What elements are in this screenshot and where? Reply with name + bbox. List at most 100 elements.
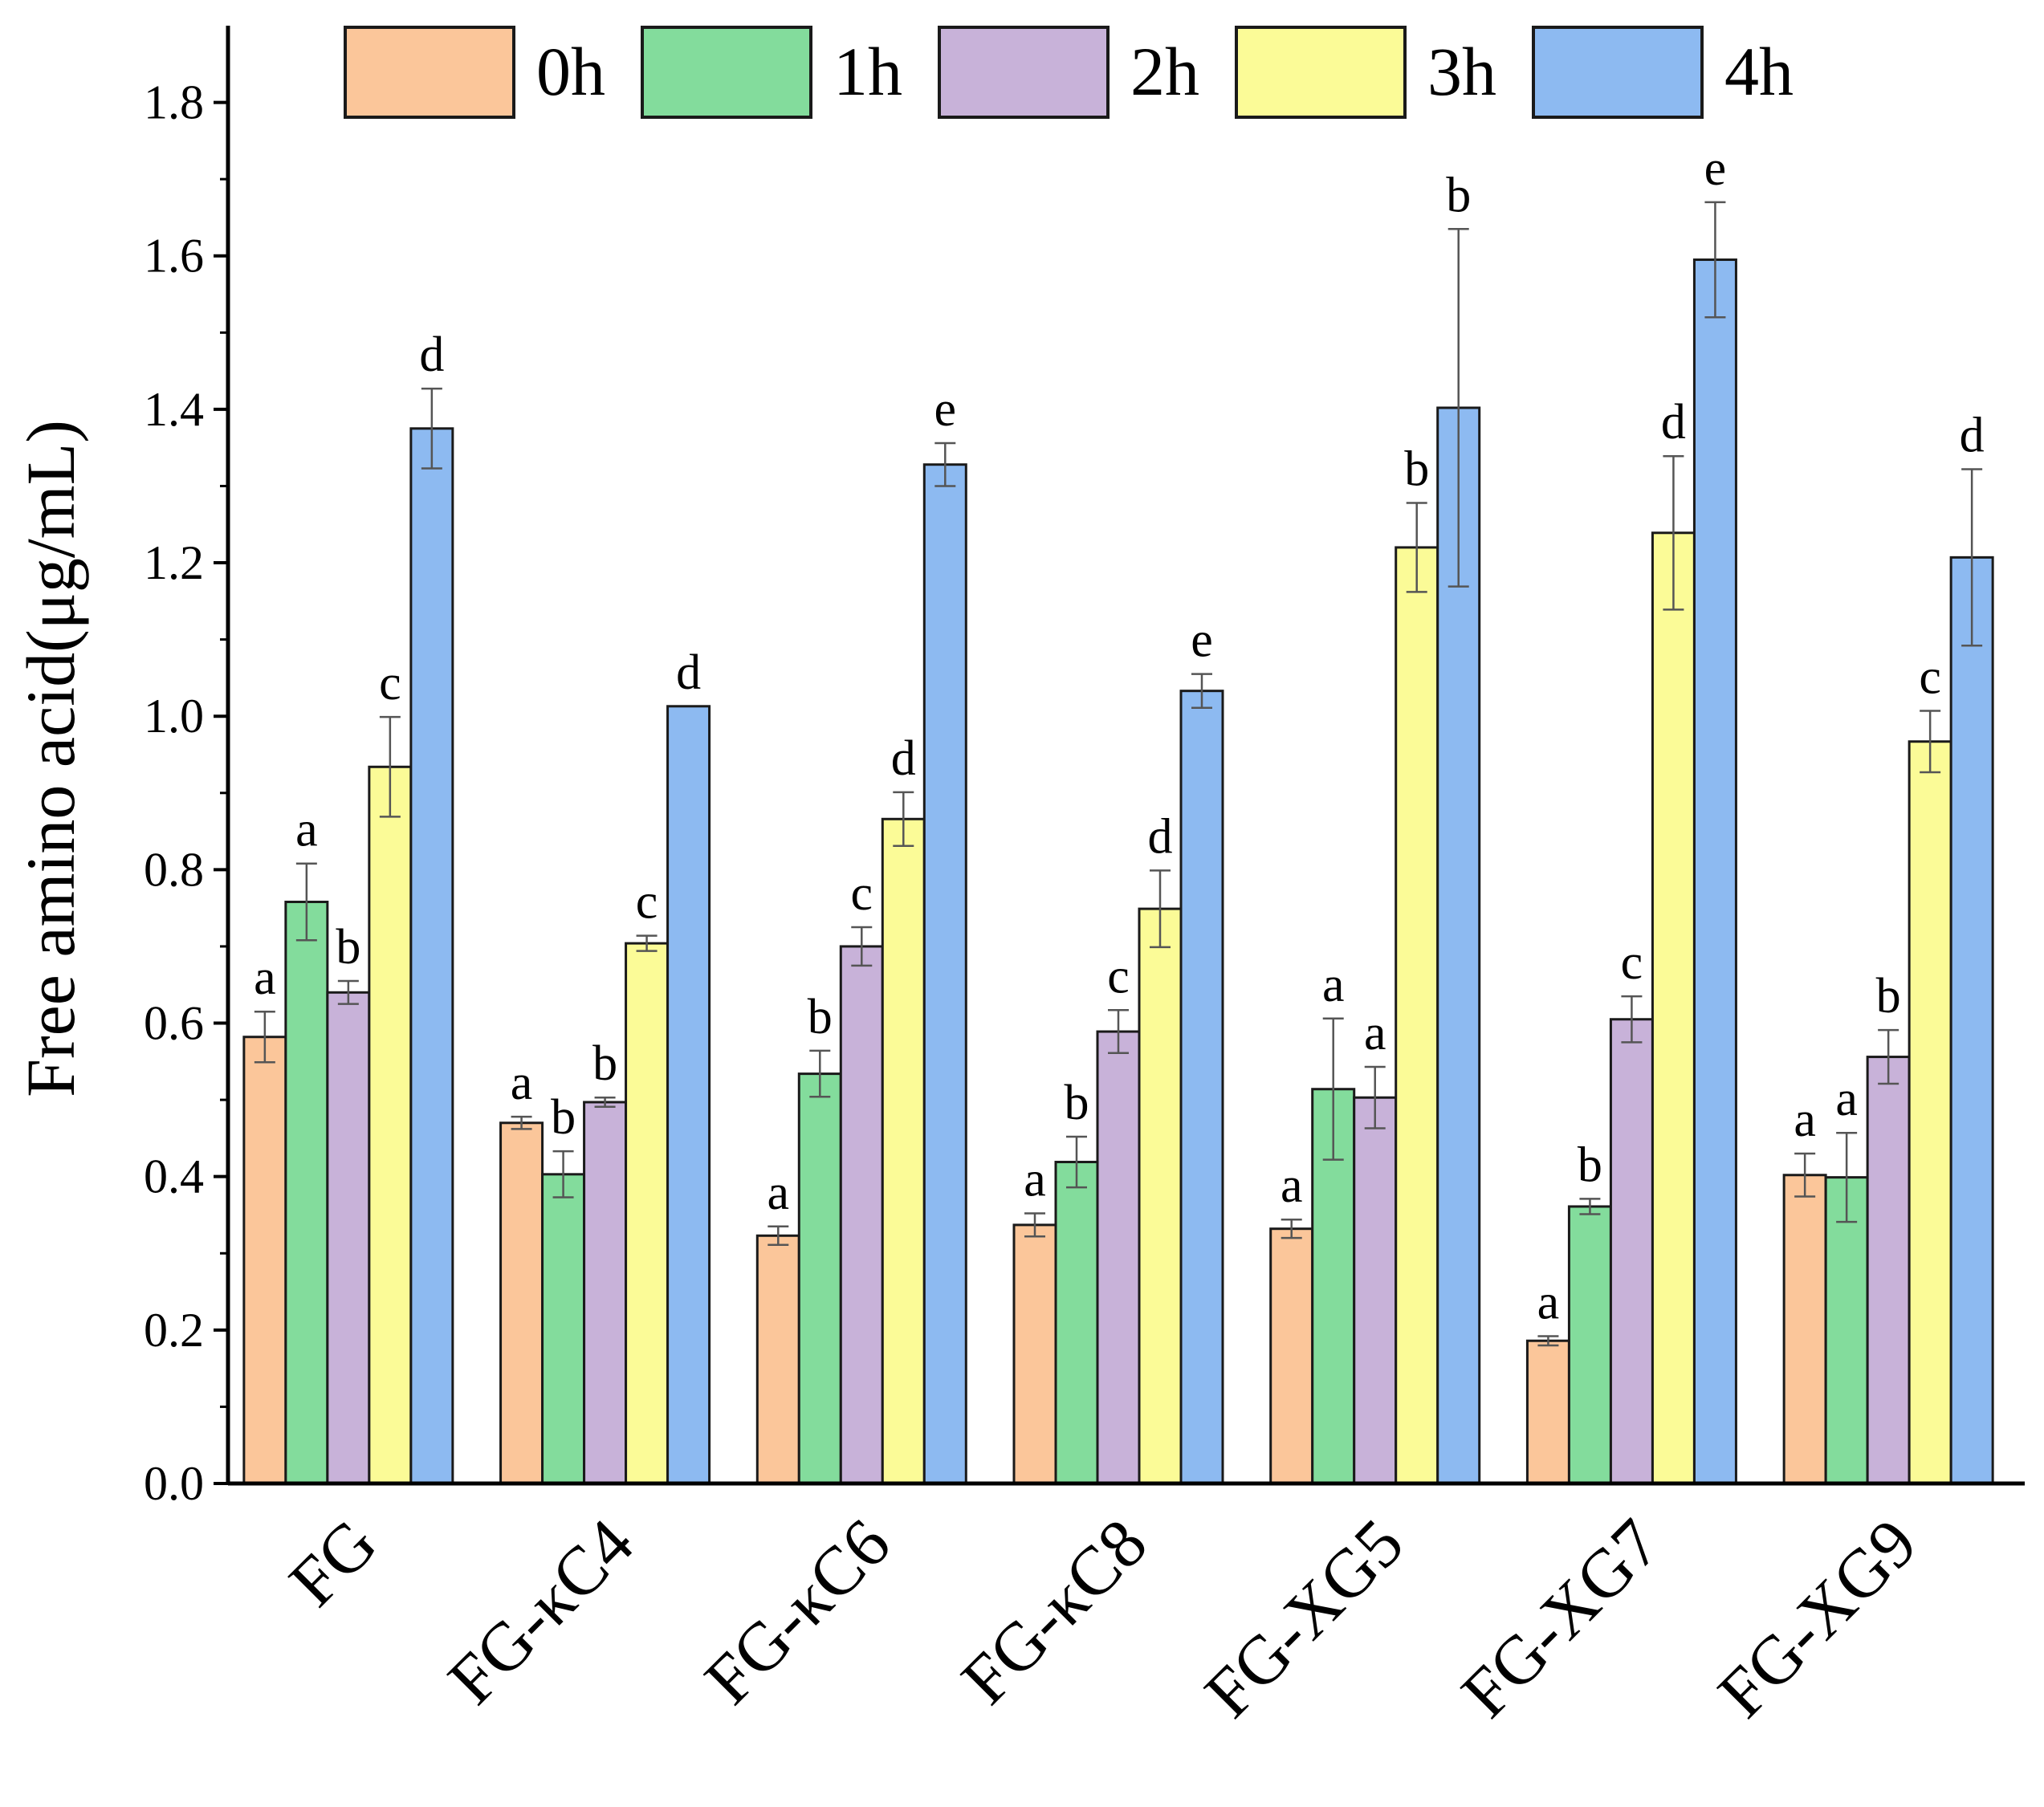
significance-letter: e <box>1704 141 1727 196</box>
bar <box>1395 546 1439 1485</box>
bar <box>1692 258 1737 1485</box>
y-tick-label: 1.0 <box>144 690 204 743</box>
bar <box>1269 1227 1314 1485</box>
significance-letter: b <box>1446 168 1471 222</box>
y-tick-label: 0.4 <box>144 1150 204 1203</box>
legend-label: 4h <box>1724 33 1794 110</box>
bar <box>755 1234 800 1485</box>
bar <box>242 1036 287 1485</box>
significance-letter: a <box>254 950 276 1005</box>
legend-label: 2h <box>1130 33 1199 110</box>
y-tick-label: 1.2 <box>144 536 204 589</box>
bar-group-3: ab c d e <box>1012 613 1224 1485</box>
bar <box>839 945 884 1485</box>
bar <box>1525 1339 1570 1485</box>
significance-letter: c <box>1107 949 1130 1003</box>
bar <box>1179 690 1224 1485</box>
y-tick-label: 0.2 <box>144 1304 204 1357</box>
legend-swatch <box>1532 26 1704 119</box>
significance-letter: a <box>1322 958 1345 1012</box>
bar <box>1353 1096 1398 1485</box>
legend-swatch <box>344 26 515 119</box>
bar <box>1567 1205 1612 1485</box>
bar <box>326 991 371 1485</box>
bar <box>409 427 454 1485</box>
bar <box>881 817 926 1485</box>
legend-label: 3h <box>1427 33 1496 110</box>
significance-letter: b <box>1404 442 1429 497</box>
significance-letter: a <box>1281 1158 1303 1213</box>
significance-letter: d <box>1661 395 1686 450</box>
legend: 0h 1h 2h 3h 4h <box>344 26 1794 119</box>
x-tick-label: FG <box>275 1504 392 1622</box>
y-tick-label: 1.6 <box>144 230 204 283</box>
significance-letter: d <box>676 645 701 700</box>
bar-group-0: a a b c d <box>242 328 454 1485</box>
significance-letter: a <box>1024 1153 1046 1207</box>
bar <box>625 942 670 1485</box>
significance-letter: a <box>295 803 318 857</box>
x-tick-label: FG-XG5 <box>1190 1504 1418 1732</box>
significance-letter: c <box>1919 650 1941 705</box>
bar <box>922 463 967 1485</box>
bar <box>1782 1174 1827 1485</box>
significance-letter: a <box>768 1166 790 1220</box>
bar <box>1949 556 1994 1485</box>
y-tick-label: 0.8 <box>144 843 204 896</box>
bar <box>284 901 329 1485</box>
legend-swatch <box>641 26 812 119</box>
x-tick-label: FG-κC6 <box>690 1504 904 1719</box>
bar <box>1866 1056 1911 1485</box>
y-tick-label: 0.6 <box>144 997 204 1050</box>
significance-letter: b <box>808 990 833 1044</box>
bar <box>797 1072 842 1485</box>
significance-letter: a <box>1835 1072 1858 1126</box>
y-axis-label: Free amino acid(μg/mL) <box>12 420 89 1097</box>
significance-letter: e <box>1191 613 1213 668</box>
significance-letter: b <box>1876 969 1901 1024</box>
significance-letter: a <box>1364 1006 1386 1060</box>
significance-letter: d <box>1960 408 1985 462</box>
bar <box>1096 1030 1141 1485</box>
y-tick-label: 1.8 <box>144 76 204 129</box>
bar <box>1054 1161 1099 1485</box>
bar <box>368 765 413 1485</box>
significance-letter: c <box>379 656 401 710</box>
significance-letter: b <box>1578 1138 1602 1192</box>
significance-letter: b <box>1065 1076 1089 1130</box>
legend-label: 1h <box>833 33 902 110</box>
x-tick-label: FG-XG9 <box>1703 1504 1931 1732</box>
bar-group-5: a b c d e <box>1525 141 1737 1485</box>
x-tick-label: FG-XG7 <box>1447 1504 1675 1732</box>
bar <box>1908 740 1952 1485</box>
significance-letter: e <box>934 382 957 437</box>
significance-letter: c <box>1621 935 1643 990</box>
significance-letter: b <box>551 1090 576 1145</box>
significance-letter: b <box>592 1036 617 1091</box>
bar <box>499 1121 544 1485</box>
significance-letter: c <box>851 866 873 921</box>
x-tick-label: FG-κC4 <box>434 1504 648 1719</box>
bar <box>583 1101 628 1485</box>
bar <box>1651 531 1696 1485</box>
y-tick-label: 1.4 <box>144 383 204 436</box>
significance-letter: a <box>1794 1093 1816 1147</box>
legend-label: 0h <box>536 33 605 110</box>
significance-letter: d <box>419 328 444 382</box>
significance-letter: a <box>1537 1275 1560 1329</box>
x-tick-label: FG-κC8 <box>947 1504 1161 1719</box>
bar <box>1138 907 1183 1485</box>
significance-letter: d <box>891 731 916 786</box>
legend-swatch <box>1235 26 1407 119</box>
significance-letter: c <box>636 875 658 930</box>
bar <box>666 705 711 1485</box>
significance-letter: a <box>511 1056 533 1110</box>
bar <box>541 1173 586 1485</box>
significance-letter: b <box>336 920 360 975</box>
legend-swatch <box>938 26 1110 119</box>
